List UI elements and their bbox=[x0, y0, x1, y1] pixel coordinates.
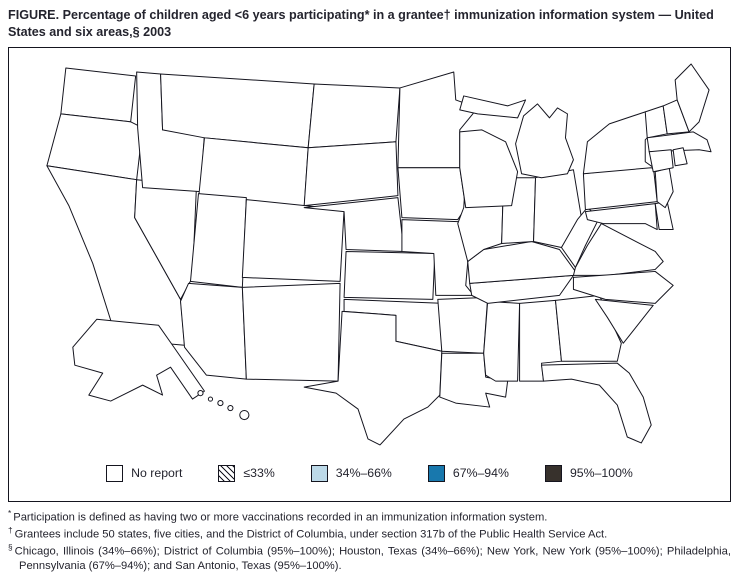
state-wa bbox=[60, 67, 137, 123]
legend-item-le33: ≤33% bbox=[218, 464, 275, 482]
legend: No report ≤33% 34%–66% 67%–94% 95%–100% bbox=[9, 451, 730, 495]
footnote-text: Chicago, Illinois (34%–66%); District of… bbox=[14, 546, 731, 573]
legend-swatch-le33 bbox=[218, 464, 236, 482]
state-fl bbox=[541, 362, 652, 444]
hawaii-island bbox=[217, 400, 224, 407]
states-group bbox=[46, 63, 712, 446]
footnote-participation: * Participation is defined as having two … bbox=[8, 508, 731, 525]
state-ct bbox=[648, 149, 674, 173]
legend-label: No report bbox=[131, 466, 183, 481]
legend-item-no-report: No report bbox=[106, 464, 183, 482]
state-sc bbox=[594, 299, 654, 344]
state-me bbox=[674, 63, 710, 133]
legend-item-95-100: 95%–100% bbox=[544, 464, 633, 482]
footnote-text: Grantees include 50 states, five cities,… bbox=[14, 529, 608, 542]
footnote-marker: † bbox=[8, 525, 13, 536]
footnote-grantees: † Grantees include 50 states, five cities… bbox=[8, 525, 731, 542]
legend-label: 95%–100% bbox=[569, 466, 633, 481]
legend-item-67-94: 67%–94% bbox=[427, 464, 509, 482]
footnote-six-areas: § Chicago, Illinois (34%–66%); District o… bbox=[8, 542, 731, 573]
legend-label: 34%–66% bbox=[335, 466, 392, 481]
state-ks bbox=[343, 251, 436, 301]
legend-label: ≤33% bbox=[243, 466, 275, 481]
legend-label: 67%–94% bbox=[452, 466, 509, 481]
state-nj bbox=[654, 167, 674, 209]
legend-swatch-67-94 bbox=[427, 464, 445, 482]
state-ri bbox=[672, 147, 688, 167]
state-tx bbox=[303, 311, 443, 446]
legend-swatch-95-100 bbox=[544, 464, 562, 482]
state-az bbox=[180, 283, 247, 380]
footnote-marker: § bbox=[8, 542, 13, 553]
legend-item-34-66: 34%–66% bbox=[310, 464, 392, 482]
state-ak bbox=[72, 319, 205, 402]
footnotes: * Participation is defined as having two … bbox=[8, 508, 731, 574]
state-nd bbox=[307, 83, 401, 149]
map-panel: No report ≤33% 34%–66% 67%–94% 95%–100% bbox=[8, 47, 731, 503]
state-ar bbox=[437, 297, 489, 354]
hawaii-island bbox=[197, 390, 204, 397]
footnote-marker: * bbox=[8, 508, 12, 519]
hawaii-island bbox=[227, 405, 234, 412]
state-ia bbox=[397, 167, 467, 221]
hawaii-island bbox=[239, 410, 250, 421]
state-mi-upper-peninsula bbox=[459, 95, 527, 119]
state-ne bbox=[303, 197, 405, 253]
state-mi bbox=[515, 103, 574, 179]
state-ms bbox=[483, 301, 521, 382]
state-ky bbox=[467, 241, 576, 285]
state-sd bbox=[303, 141, 399, 207]
hawaii-island bbox=[207, 396, 214, 402]
us-choropleth-map bbox=[46, 63, 712, 446]
state-wi bbox=[459, 129, 519, 209]
figure-title: FIGURE. Percentage of children aged <6 y… bbox=[8, 8, 714, 39]
legend-swatch-34-66 bbox=[310, 464, 328, 482]
legend-swatch-no-report bbox=[106, 464, 124, 482]
state-ut bbox=[189, 193, 247, 289]
state-co bbox=[241, 199, 345, 283]
state-nc bbox=[572, 271, 674, 305]
state-nm bbox=[241, 283, 341, 382]
footnote-text: Participation is defined as having two o… bbox=[13, 511, 548, 524]
